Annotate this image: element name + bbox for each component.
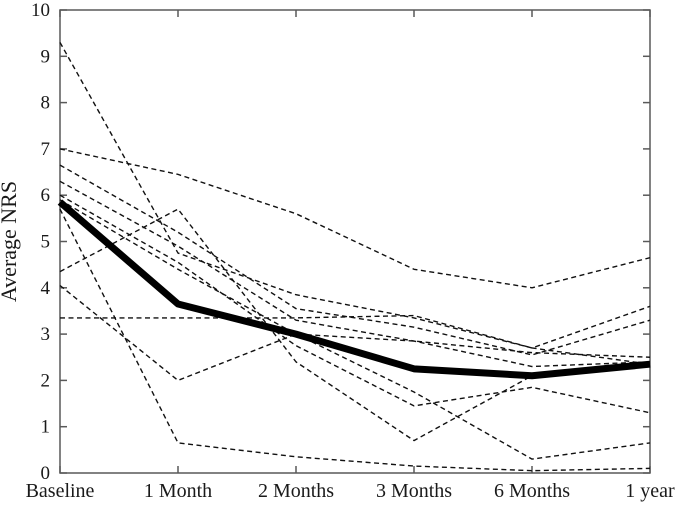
y-tick-label: 6 xyxy=(41,185,51,206)
patient-5-line xyxy=(59,194,651,414)
y-tick-label: 1 xyxy=(41,417,51,438)
y-tick-label: 3 xyxy=(41,324,51,345)
y-tick-label: 7 xyxy=(41,139,51,160)
x-tick-label: 6 Months xyxy=(494,480,570,502)
patient-1-line xyxy=(59,148,651,289)
y-tick-label: 2 xyxy=(41,370,51,391)
patient-6-line xyxy=(59,199,651,460)
y-tick-label: 10 xyxy=(31,0,50,21)
x-tick-label: Baseline xyxy=(26,480,95,502)
patient-10-line xyxy=(60,314,651,365)
y-tick-label: 9 xyxy=(41,46,51,67)
x-tick-label: 2 Months xyxy=(258,480,334,502)
x-tick-label: 1 Month xyxy=(144,480,212,502)
patient-3-line xyxy=(59,164,651,356)
patient-9-line xyxy=(59,284,651,382)
patient-4-line xyxy=(59,180,651,368)
y-tick-label: 4 xyxy=(41,278,51,299)
patient-7-line xyxy=(59,208,651,472)
x-tick-label: 1 year xyxy=(625,480,675,502)
y-axis-title: Average NRS xyxy=(0,181,21,302)
y-tick-label: 8 xyxy=(41,93,51,114)
y-tick-label: 5 xyxy=(41,232,51,253)
patient-8-line xyxy=(59,208,651,442)
patient-2-line xyxy=(59,42,651,349)
x-tick-label: 3 Months xyxy=(376,480,452,502)
average-line xyxy=(57,199,651,380)
y-tick-label: 0 xyxy=(41,463,51,484)
